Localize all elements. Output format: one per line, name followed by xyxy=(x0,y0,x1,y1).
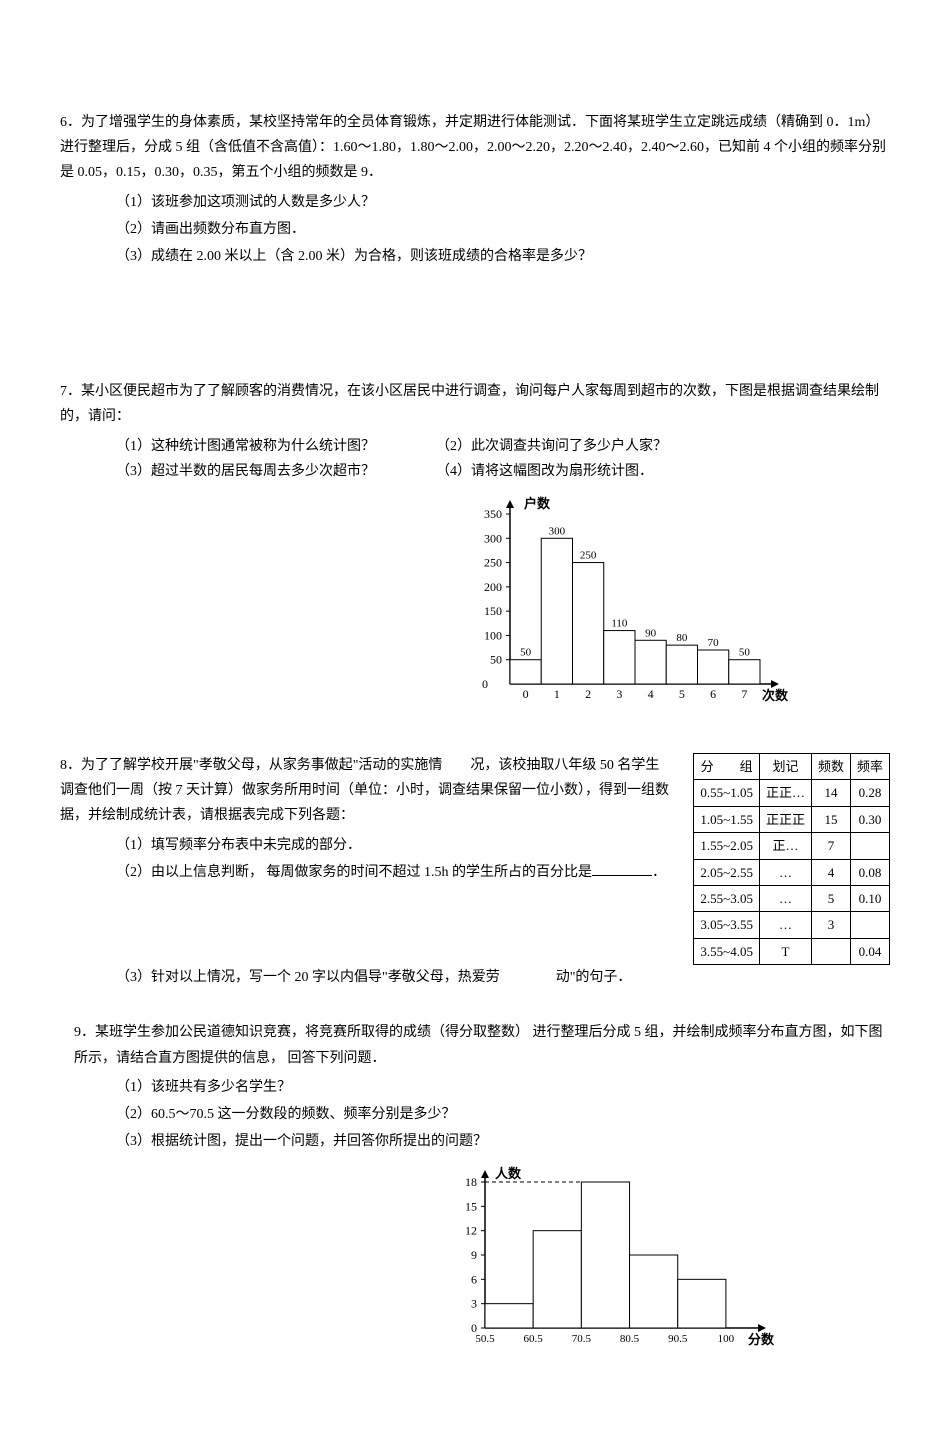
svg-text:7: 7 xyxy=(741,687,747,701)
q7-row1: （1）这种统计图通常被称为什么统计图？ （2）此次调查共询问了多少户人家？ xyxy=(60,434,890,459)
svg-text:150: 150 xyxy=(484,604,502,618)
svg-text:18: 18 xyxy=(465,1175,477,1189)
table-row: 2.55~3.05…50.10 xyxy=(694,886,890,912)
svg-text:100: 100 xyxy=(484,628,502,642)
q7-sub2: （2）此次调查共询问了多少户人家？ xyxy=(436,434,667,459)
svg-text:9: 9 xyxy=(471,1248,477,1262)
q7-sub3: （3）超过半数的居民每周去多少次超市？ xyxy=(116,459,436,484)
table-header: 频数 xyxy=(811,754,850,780)
svg-text:50: 50 xyxy=(490,653,502,667)
q9-chart: 036912151850.560.570.580.590.5100人数分数 xyxy=(440,1164,890,1363)
table-row: 1.55~2.05正…7 xyxy=(694,833,890,859)
svg-text:15: 15 xyxy=(465,1200,477,1214)
q6-sub1: （1）该班参加这项测试的人数是多少人？ xyxy=(60,190,890,215)
q8-table-container: 分 组划记频数频率0.55~1.05正正…140.281.05~1.55正正正1… xyxy=(693,753,890,965)
q6-text: 6．为了增强学生的身体素质，某校坚持常年的全员体育锻炼，并定期进行体能测试．下面… xyxy=(60,110,890,186)
svg-text:人数: 人数 xyxy=(495,1166,522,1181)
q8-sub2: （2）由以上信息判断， 每周做家务的时间不超过 1.5h 的学生所占的百分比是 ． xyxy=(60,860,673,885)
question-6: 6．为了增强学生的身体素质，某校坚持常年的全员体育锻炼，并定期进行体能测试．下面… xyxy=(60,110,890,269)
svg-text:50: 50 xyxy=(520,647,532,659)
svg-text:户数: 户数 xyxy=(524,496,551,511)
table-header: 划记 xyxy=(759,754,811,780)
q8-sub1: （1）填写频率分布表中未完成的部分． xyxy=(60,833,673,858)
svg-text:70: 70 xyxy=(708,637,720,649)
q8-sub2-end: ． xyxy=(652,865,666,880)
q7-sub1: （1）这种统计图通常被称为什么统计图？ xyxy=(116,434,436,459)
svg-text:300: 300 xyxy=(549,525,566,537)
svg-text:110: 110 xyxy=(611,617,628,629)
svg-text:350: 350 xyxy=(484,507,502,521)
svg-text:6: 6 xyxy=(710,687,716,701)
svg-text:80: 80 xyxy=(676,632,688,644)
q7-bar-chart: 5010015020025030035005003001250211039048… xyxy=(460,494,800,714)
q8-blank xyxy=(592,862,652,876)
q7-text: 7．某小区便民超市为了了解顾客的消费情况，在该小区居民中进行调查，询问每户人家每… xyxy=(60,379,890,429)
q9-sub1: （1）该班共有多少名学生？ xyxy=(60,1075,890,1100)
svg-text:250: 250 xyxy=(580,549,597,561)
svg-text:90: 90 xyxy=(645,627,657,639)
svg-text:0: 0 xyxy=(482,677,488,691)
table-row: 3.55~4.05T0.04 xyxy=(694,938,890,964)
question-9: 9．某班学生参加公民道德知识竞赛，将竞赛所取得的成绩（得分取整数） 进行整理后分… xyxy=(60,1020,890,1363)
q9-sub2: （2）60.5～70.5 这一分数段的频数、频率分别是多少？ xyxy=(60,1102,890,1127)
q6-sub2: （2）请画出频数分布直方图． xyxy=(60,217,890,242)
svg-text:2: 2 xyxy=(585,687,591,701)
q9-text: 9．某班学生参加公民道德知识竞赛，将竞赛所取得的成绩（得分取整数） 进行整理后分… xyxy=(60,1020,890,1070)
svg-text:3: 3 xyxy=(616,687,622,701)
svg-text:5: 5 xyxy=(679,687,685,701)
svg-text:0: 0 xyxy=(523,687,529,701)
table-header: 分 组 xyxy=(694,754,760,780)
question-8: 8．为了了解学校开展"孝敬父母，从家务事做起"活动的实施情 况，该校抽取八年级 … xyxy=(60,753,890,990)
svg-text:3: 3 xyxy=(471,1297,477,1311)
q8-sub3: （3）针对以上情况，写一个 20 字以内倡导"孝敬父母，热爱劳 动"的句子． xyxy=(60,965,890,990)
svg-text:12: 12 xyxy=(465,1224,477,1238)
table-header: 频率 xyxy=(850,754,889,780)
table-row: 2.05~2.55…40.08 xyxy=(694,859,890,885)
table-row: 3.05~3.55…3 xyxy=(694,912,890,938)
svg-text:分数: 分数 xyxy=(748,1332,775,1347)
q7-row2: （3）超过半数的居民每周去多少次超市？ （4）请将这幅图改为扇形统计图． xyxy=(60,459,890,484)
svg-text:200: 200 xyxy=(484,580,502,594)
svg-text:1: 1 xyxy=(554,687,560,701)
table-row: 0.55~1.05正正…140.28 xyxy=(694,780,890,806)
svg-text:250: 250 xyxy=(484,555,502,569)
frequency-table: 分 组划记频数频率0.55~1.05正正…140.281.05~1.55正正正1… xyxy=(693,753,890,965)
q8-text: 8．为了了解学校开展"孝敬父母，从家务事做起"活动的实施情 况，该校抽取八年级 … xyxy=(60,753,673,829)
table-row: 1.05~1.55正正正150.30 xyxy=(694,806,890,832)
q7-chart: 5010015020025030035005003001250211039048… xyxy=(460,494,890,723)
svg-text:4: 4 xyxy=(648,687,654,701)
question-7: 7．某小区便民超市为了了解顾客的消费情况，在该小区居民中进行调查，询问每户人家每… xyxy=(60,379,890,723)
svg-text:6: 6 xyxy=(471,1273,477,1287)
q9-sub3: （3）根据统计图，提出一个问题，并回答你所提出的问题？ xyxy=(60,1129,890,1154)
q6-sub3: （3）成绩在 2.00 米以上（含 2.00 米）为合格，则该班成绩的合格率是多… xyxy=(60,244,890,269)
q9-bar-chart: 036912151850.560.570.580.590.5100人数分数 xyxy=(440,1164,780,1354)
svg-text:50: 50 xyxy=(739,647,751,659)
q8-sub2-text: （2）由以上信息判断， 每周做家务的时间不超过 1.5h 的学生所占的百分比是 xyxy=(116,865,592,880)
svg-text:次数: 次数 xyxy=(762,688,789,703)
svg-text:300: 300 xyxy=(484,531,502,545)
q7-sub4: （4）请将这幅图改为扇形统计图． xyxy=(436,459,653,484)
